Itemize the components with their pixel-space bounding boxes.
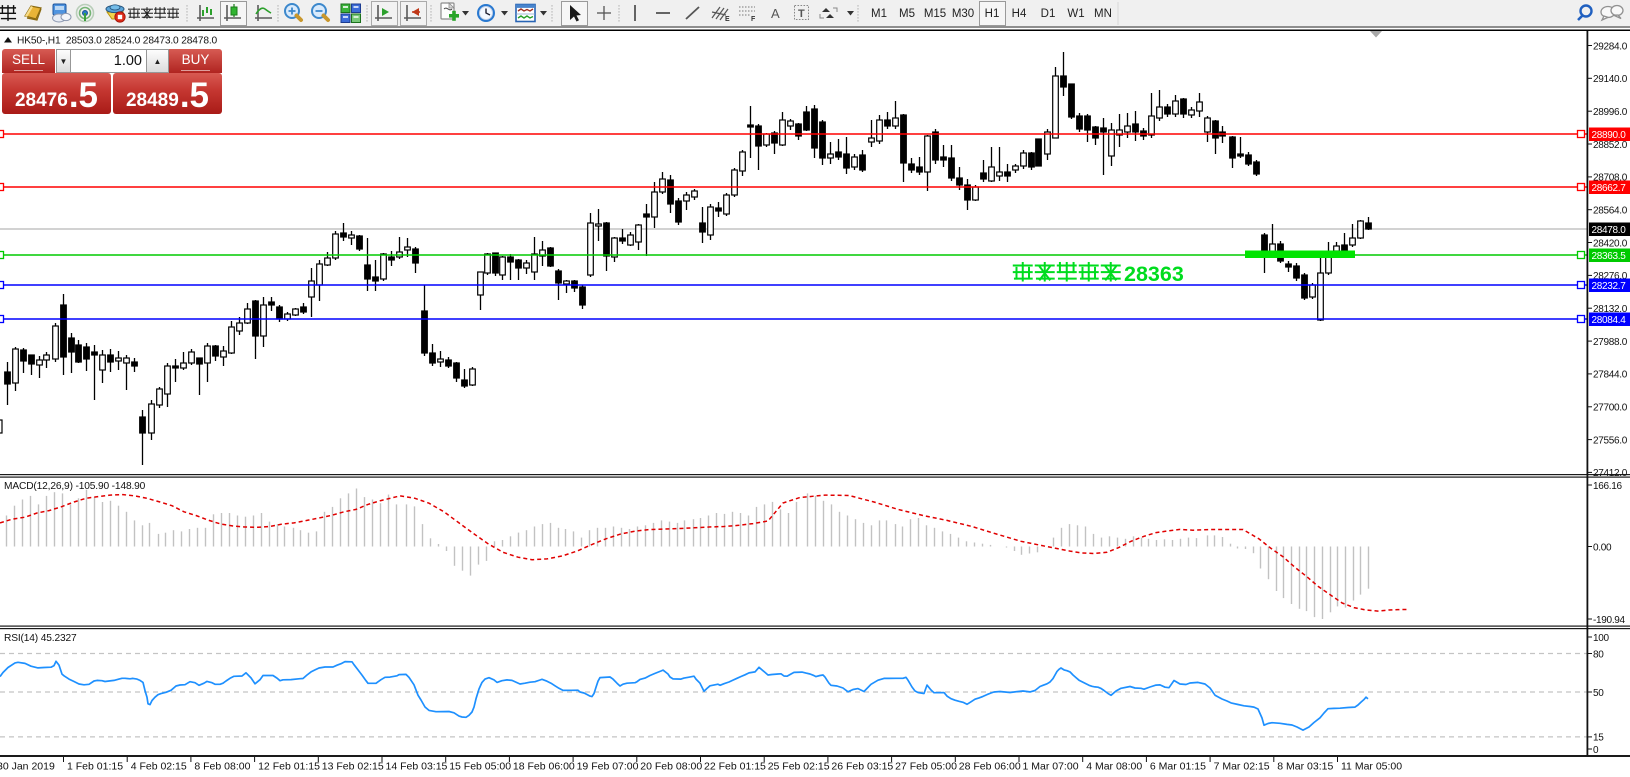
svg-text:28 Feb 06:00: 28 Feb 06:00: [959, 761, 1021, 773]
svg-text:27844.0: 27844.0: [1593, 370, 1628, 381]
svg-text:D1: D1: [1041, 8, 1056, 20]
svg-text:8 Feb 08:00: 8 Feb 08:00: [194, 761, 250, 773]
svg-text:W1: W1: [1067, 8, 1084, 20]
svg-text:13 Feb 02:15: 13 Feb 02:15: [322, 761, 384, 773]
svg-text:28132.0: 28132.0: [1593, 304, 1628, 315]
svg-text:F: F: [751, 16, 756, 23]
svg-text:1 Feb 01:15: 1 Feb 01:15: [67, 761, 123, 773]
svg-text:27700.0: 27700.0: [1593, 403, 1628, 414]
svg-text:HK50-,H1 28503.0 28524.0 2847: HK50-,H1 28503.0 28524.0 28473.0 28478.0: [17, 36, 218, 47]
svg-text:7 Mar 02:15: 7 Mar 02:15: [1214, 761, 1270, 773]
svg-text:28363.5: 28363.5: [1592, 251, 1627, 262]
svg-text:30 Jan 2019: 30 Jan 2019: [0, 761, 55, 773]
svg-text:11 Mar 05:00: 11 Mar 05:00: [1341, 761, 1402, 773]
svg-text:15 Feb 05:00: 15 Feb 05:00: [449, 761, 511, 773]
svg-text:T: T: [798, 8, 805, 20]
svg-text:MN: MN: [1094, 8, 1112, 20]
svg-text:4 Mar 08:00: 4 Mar 08:00: [1086, 761, 1142, 773]
svg-text:15: 15: [1593, 733, 1604, 744]
svg-text:29284.0: 29284.0: [1593, 41, 1628, 52]
svg-text:25 Feb 02:15: 25 Feb 02:15: [768, 761, 830, 773]
svg-text:MACD(12,26,9) -105.90 -148.90: MACD(12,26,9) -105.90 -148.90: [4, 481, 146, 492]
svg-text:8 Mar 03:15: 8 Mar 03:15: [1277, 761, 1333, 773]
svg-text:28564.0: 28564.0: [1593, 206, 1628, 217]
svg-text:100: 100: [1593, 633, 1610, 644]
svg-text:27556.0: 27556.0: [1593, 435, 1628, 446]
svg-text:14 Feb 03:15: 14 Feb 03:15: [386, 761, 448, 773]
svg-text:50: 50: [1593, 688, 1604, 699]
svg-text:28276.0: 28276.0: [1593, 271, 1628, 282]
svg-text:26 Feb 03:15: 26 Feb 03:15: [831, 761, 893, 773]
svg-text:19 Feb 07:00: 19 Feb 07:00: [577, 761, 639, 773]
svg-text:RSI(14) 45.2327: RSI(14) 45.2327: [4, 633, 77, 644]
svg-text:27412.0: 27412.0: [1593, 468, 1628, 479]
svg-text:27 Feb 05:00: 27 Feb 05:00: [895, 761, 957, 773]
svg-text:M5: M5: [899, 8, 915, 20]
svg-text:27988.0: 27988.0: [1593, 337, 1628, 348]
svg-text:29140.0: 29140.0: [1593, 74, 1628, 85]
svg-text:0.00: 0.00: [1593, 542, 1612, 553]
svg-text:6 Mar 01:15: 6 Mar 01:15: [1150, 761, 1206, 773]
svg-text:28084.4: 28084.4: [1592, 315, 1627, 326]
svg-text:E: E: [725, 16, 730, 23]
svg-text:166.16: 166.16: [1593, 481, 1623, 492]
svg-text:H1: H1: [985, 8, 1000, 20]
svg-text:1 Mar 07:00: 1 Mar 07:00: [1023, 761, 1079, 773]
svg-text:28852.0: 28852.0: [1593, 140, 1628, 151]
svg-text:28996.0: 28996.0: [1593, 107, 1628, 118]
svg-text:-190.94: -190.94: [1593, 615, 1626, 626]
svg-text:A: A: [771, 6, 780, 21]
svg-text:28420.0: 28420.0: [1593, 238, 1628, 249]
svg-text:M1: M1: [871, 8, 887, 20]
svg-text:28662.7: 28662.7: [1592, 183, 1627, 194]
svg-text:M30: M30: [952, 8, 974, 20]
svg-text:22 Feb 01:15: 22 Feb 01:15: [704, 761, 766, 773]
svg-text:12 Feb 01:15: 12 Feb 01:15: [258, 761, 320, 773]
svg-text:28890.0: 28890.0: [1592, 130, 1627, 141]
svg-text:28232.7: 28232.7: [1592, 281, 1627, 292]
svg-text:28478.0: 28478.0: [1592, 225, 1627, 236]
svg-text:4 Feb 02:15: 4 Feb 02:15: [131, 761, 187, 773]
svg-text:H4: H4: [1012, 8, 1027, 20]
svg-text:28363: 28363: [1124, 262, 1184, 286]
svg-text:80: 80: [1593, 649, 1604, 660]
svg-text:20 Feb 08:00: 20 Feb 08:00: [640, 761, 702, 773]
svg-text:28708.0: 28708.0: [1593, 173, 1628, 184]
svg-text:18 Feb 06:00: 18 Feb 06:00: [513, 761, 575, 773]
svg-text:M15: M15: [924, 8, 946, 20]
svg-text:0: 0: [1593, 745, 1599, 756]
